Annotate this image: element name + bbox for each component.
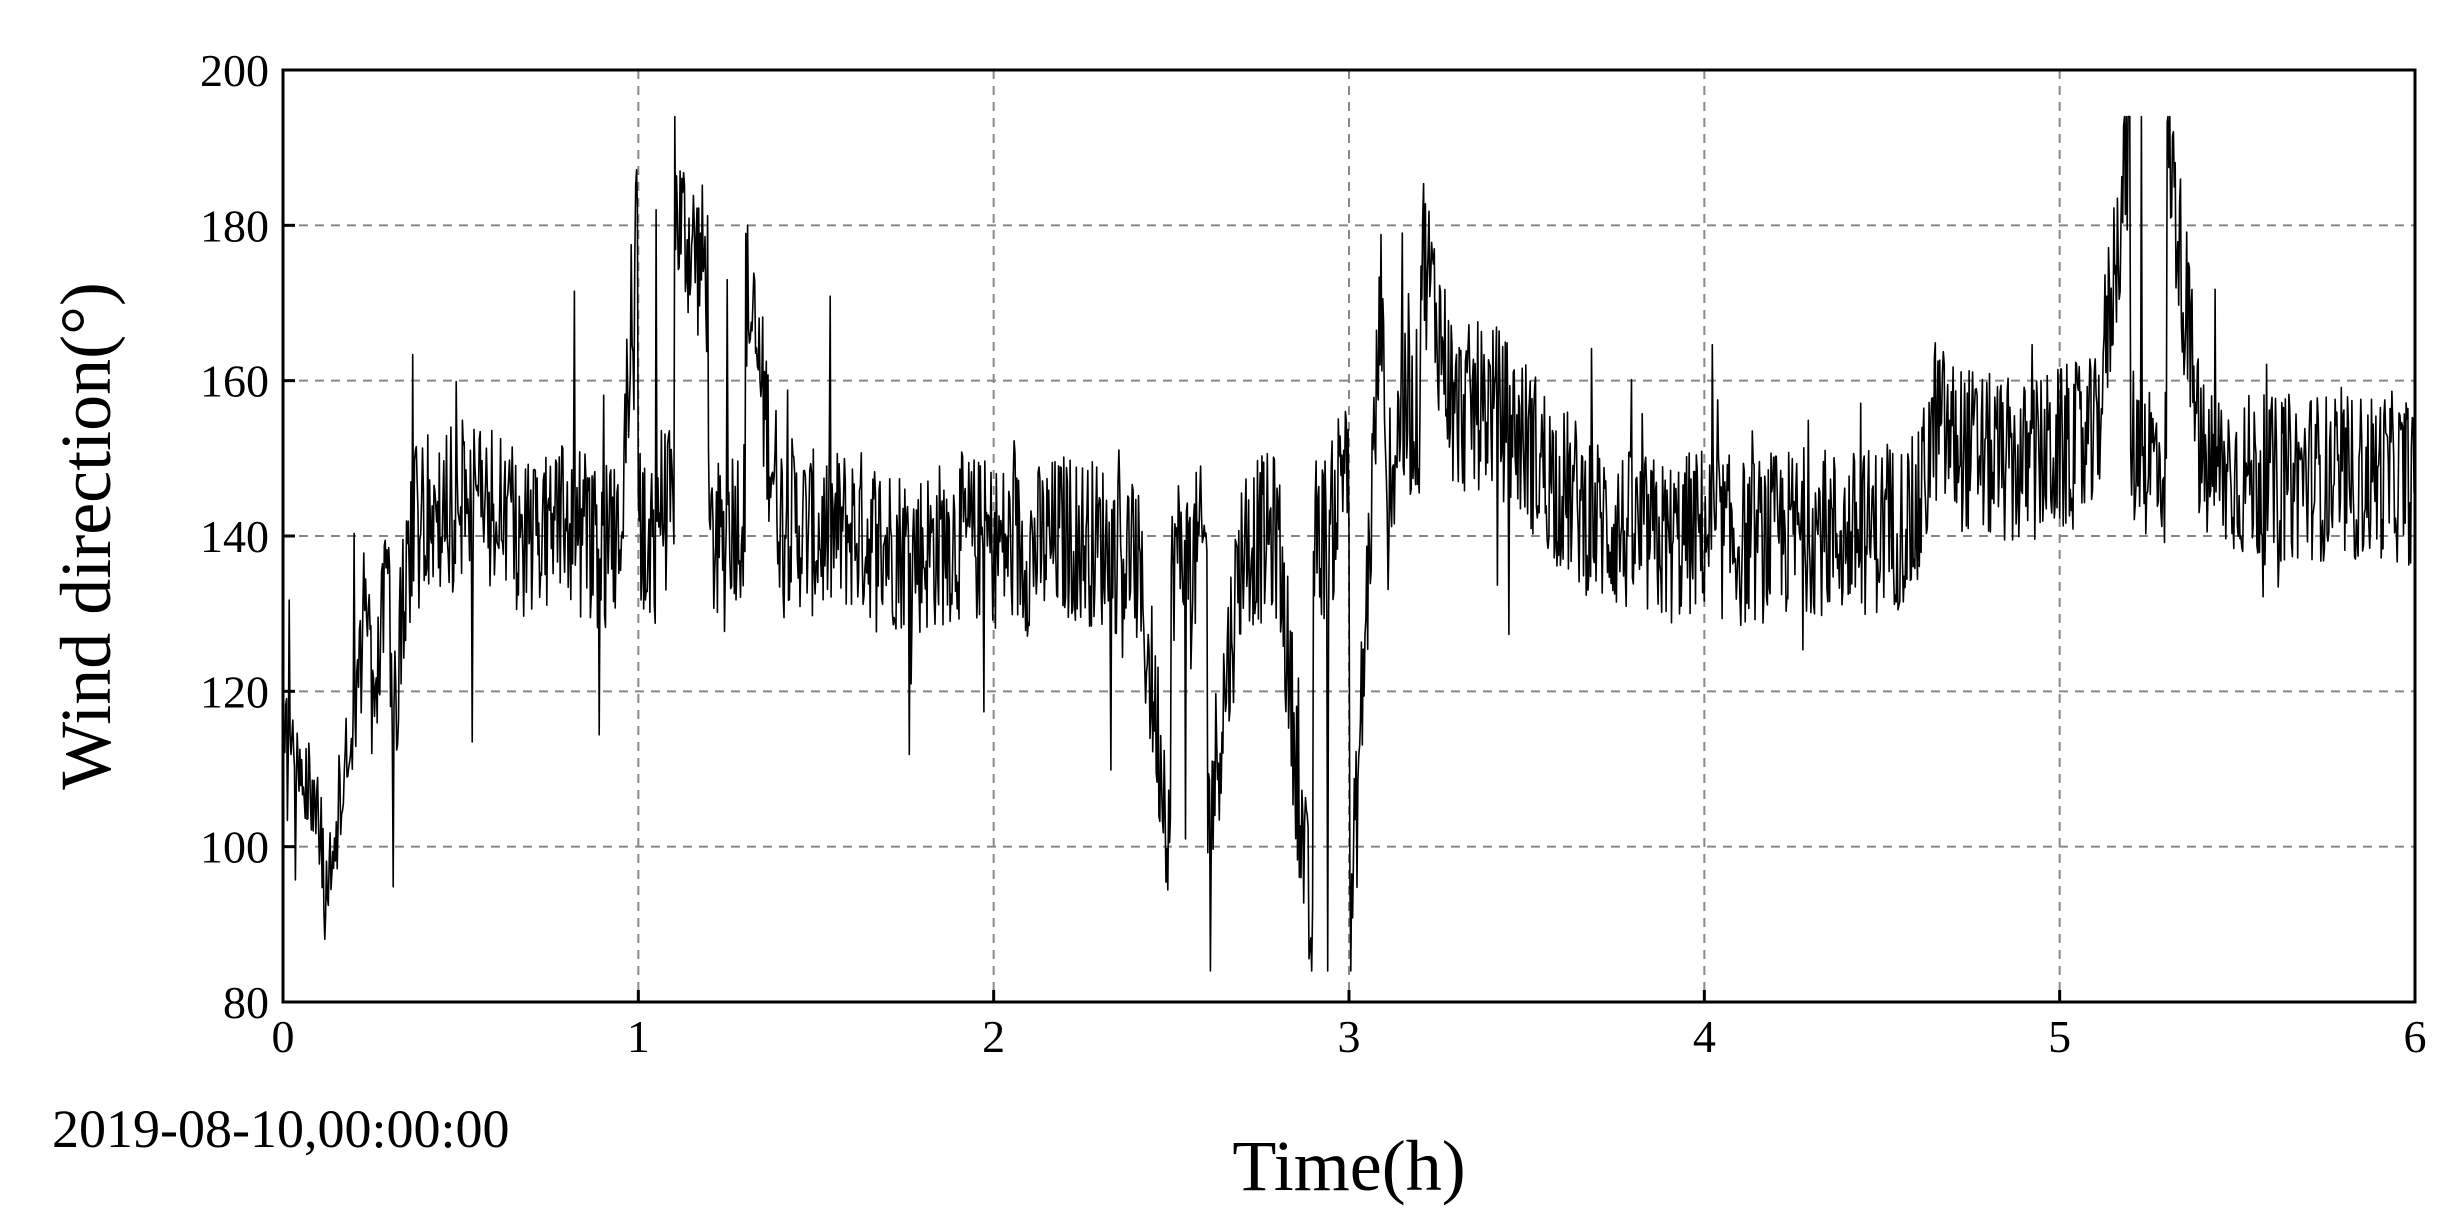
series-layer xyxy=(282,115,2416,972)
wind-direction-series-line xyxy=(282,115,2416,972)
x-tick-label: 1 xyxy=(627,1011,650,1062)
y-tick-label: 160 xyxy=(200,356,269,407)
y-tick-label: 80 xyxy=(223,977,269,1028)
x-tick-label: 3 xyxy=(1338,1011,1361,1062)
x-tick-label: 0 xyxy=(272,1011,295,1062)
axis-ticks: 0 1 2 3 4 5 6 80 100 120 140 160 180 200 xyxy=(200,45,2427,1062)
x-tick-label: 5 xyxy=(2048,1011,2071,1062)
y-tick-label: 100 xyxy=(200,822,269,873)
x-tick-label: 6 xyxy=(2404,1011,2427,1062)
start-timestamp-label: 2019-08-10,00:00:00 xyxy=(52,1099,509,1159)
y-tick-label: 120 xyxy=(200,666,269,717)
x-axis-title: Time(h) xyxy=(1232,1126,1465,1206)
y-tick-label: 180 xyxy=(200,200,269,251)
y-tick-label: 200 xyxy=(200,45,269,96)
y-axis-title: Wind direction(°) xyxy=(46,282,126,790)
x-tick-label: 2 xyxy=(982,1011,1005,1062)
x-tick-label: 4 xyxy=(1693,1011,1716,1062)
y-tick-label: 140 xyxy=(200,511,269,562)
